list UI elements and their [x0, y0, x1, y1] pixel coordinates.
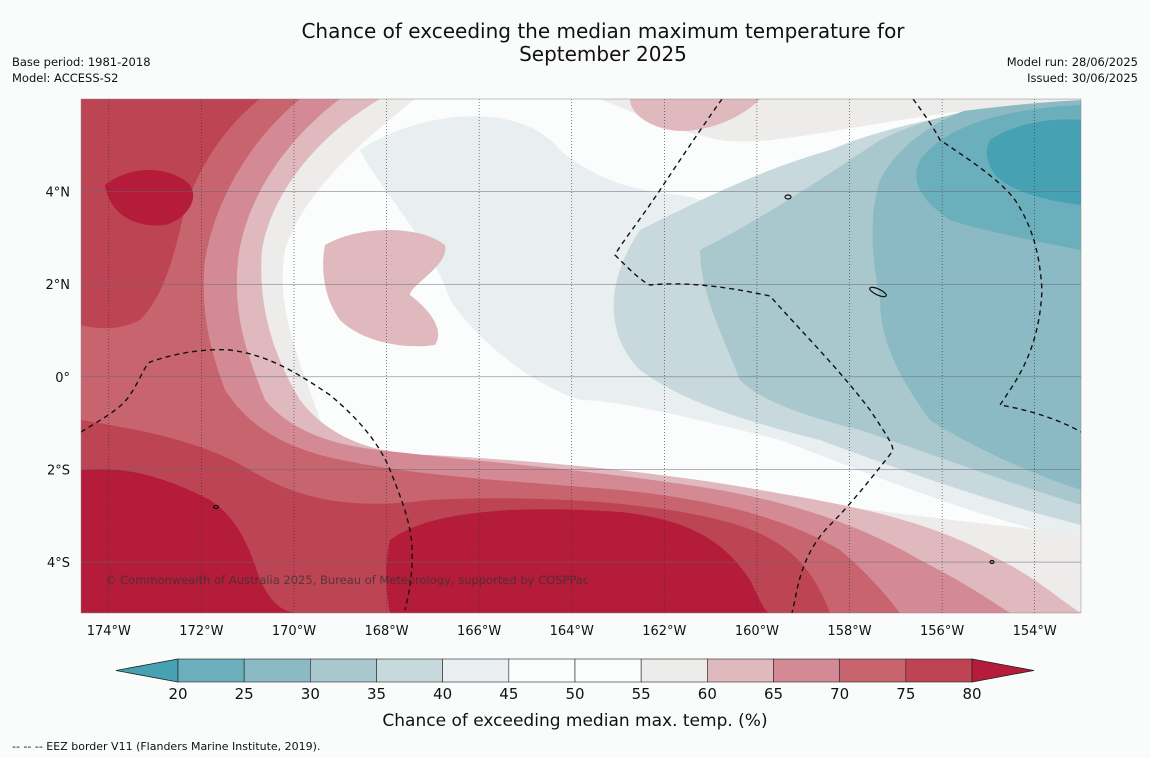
latitude-label: 4°N [46, 186, 71, 201]
colorbar-tick-label: 25 [235, 685, 254, 703]
zone-gt-80-south [81, 469, 300, 613]
colorbar-tick-label: 30 [301, 685, 320, 703]
longitude-label: 164°W [550, 624, 594, 639]
meta-left: Base period: 1981-2018 Model: ACCESS-S2 [12, 54, 151, 86]
longitude-label: 170°W [272, 624, 316, 639]
eez-border-north [614, 99, 894, 613]
longitude-label: 166°W [457, 624, 501, 639]
colorbar-extend-low [115, 658, 179, 683]
colorbar-tick-label: 55 [632, 685, 651, 703]
colorbar-segment [839, 658, 907, 683]
base-period: Base period: 1981-2018 [12, 55, 151, 69]
zone-gt-80-south-2 [386, 509, 770, 613]
eez-borders [81, 99, 1081, 613]
eez-footnote: -- -- -- EEZ border V11 (Flanders Marine… [12, 740, 321, 753]
copyright-text: © Commonwealth of Australia 2025, Bureau… [105, 573, 589, 587]
island-a [784, 194, 792, 200]
zone-60-65-island [323, 230, 446, 347]
colorbar-tick-label: 60 [698, 685, 717, 703]
longitude-label: 162°W [642, 624, 686, 639]
colorbar-tick-label: 20 [168, 685, 187, 703]
longitude-label: 156°W [920, 624, 964, 639]
zone-gt-80 [105, 170, 194, 226]
colorbar-tick-label: 50 [565, 685, 584, 703]
eez-border-east [912, 99, 1081, 433]
eez-border-west [81, 348, 413, 611]
longitude-label: 172°W [179, 624, 223, 639]
map-title: Chance of exceeding the median maximum t… [250, 20, 956, 66]
longitude-label: 174°W [87, 624, 131, 639]
longitude-label: 160°W [735, 624, 779, 639]
colorbar-segment [640, 658, 708, 683]
colorbar-tick-label: 75 [896, 685, 915, 703]
map-frame [80, 98, 1082, 614]
colorbar-segment [508, 658, 576, 683]
colorbar-tick-label: 80 [962, 685, 981, 703]
model-run: Model run: 28/06/2025 [1006, 55, 1138, 69]
zone-70-75 [81, 99, 900, 613]
colorbar-segment [773, 658, 840, 683]
island-d [989, 559, 995, 565]
meta-right: Model run: 28/06/2025 Issued: 30/06/2025 [1007, 54, 1138, 86]
map-title-line-1: Chance of exceeding the median maximum t… [301, 19, 905, 43]
colorbar-extend-high [971, 658, 1035, 683]
colorbar-segment [707, 658, 774, 683]
colorbar-tick-label: 35 [367, 685, 386, 703]
model-name: Model: ACCESS-S2 [12, 71, 119, 85]
colorbar-segment [442, 658, 510, 683]
colorbar-segment [574, 658, 642, 683]
zone-60-65-north [630, 99, 760, 131]
longitude-label: 168°W [364, 624, 408, 639]
colorbar-segment [243, 658, 311, 683]
longitude-label: 158°W [827, 624, 871, 639]
map-title-line-2: September 2025 [519, 42, 687, 66]
issued-date: Issued: 30/06/2025 [1027, 71, 1138, 85]
longitude-label: 154°W [1013, 624, 1057, 639]
islands [212, 194, 995, 565]
zone-lt-20 [986, 119, 1081, 205]
latitude-label: 0° [55, 371, 70, 386]
latitude-labels: 4°N 2°N 0° 2°S 4°S [46, 186, 71, 571]
island-c [212, 504, 220, 510]
colorbar-segment [310, 658, 377, 683]
probability-field [81, 99, 1081, 613]
latitude-label: 2°S [47, 463, 70, 478]
colorbar-segment [905, 658, 973, 683]
colorbar-tick-label: 40 [433, 685, 452, 703]
latitude-label: 4°S [47, 556, 70, 571]
colorbar-tick-label: 45 [499, 685, 518, 703]
colorbar-segment [376, 658, 443, 683]
latitude-label: 2°N [46, 278, 71, 293]
colorbar: 20 25 30 35 40 45 50 55 60 65 70 75 80 [115, 658, 1035, 703]
colorbar-tick-label: 65 [764, 685, 783, 703]
graticule [81, 99, 1081, 613]
longitude-labels: 174°W 172°W 170°W 168°W 166°W 164°W 162°W 160°W… [87, 624, 1057, 639]
colorbar-title: Chance of exceeding median max. temp. (%… [382, 711, 767, 731]
colorbar-tick-label: 70 [830, 685, 849, 703]
colorbar-segment [177, 658, 245, 683]
island-b [869, 286, 887, 298]
